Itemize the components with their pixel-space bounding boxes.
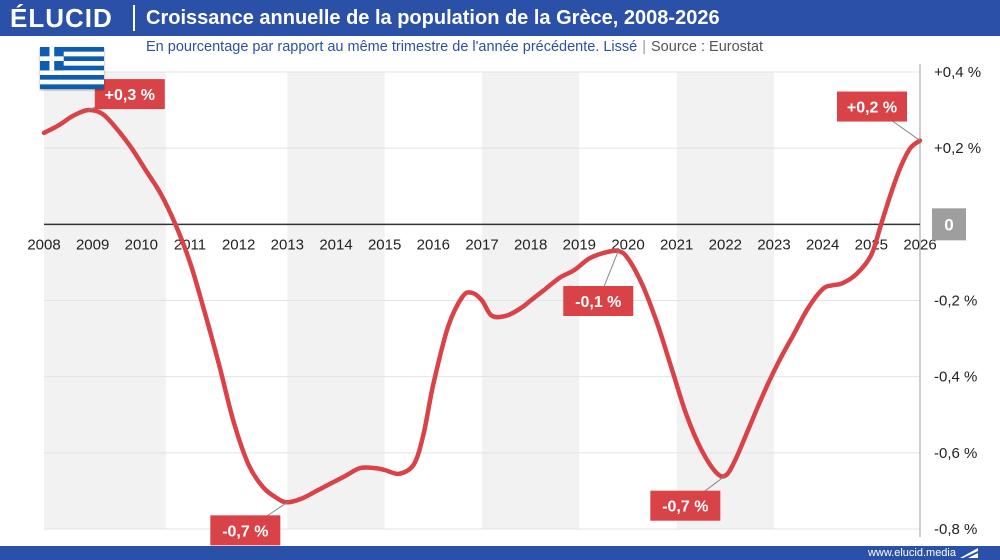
greece-flag-icon: [40, 47, 104, 89]
x-tick-label: 2021: [660, 236, 693, 253]
x-tick-label: 2018: [514, 236, 547, 253]
chart-title: Croissance annuelle de la population de …: [146, 7, 720, 29]
annotation-box: [210, 515, 281, 546]
x-tick-label: 2015: [368, 236, 401, 253]
y-tick-label: -0,2 %: [934, 293, 977, 310]
series-line: [41, 107, 923, 505]
y-tick-label: -0,8 %: [934, 521, 977, 538]
annotation-label: -0,1 %: [575, 294, 621, 311]
x-tick-label: 2026: [903, 236, 936, 253]
annotation-box: [837, 91, 907, 122]
annotation-label: -0,7 %: [222, 523, 268, 540]
y-tick-label: -0,4 %: [934, 369, 977, 386]
footer-url[interactable]: www.elucid.media: [867, 547, 956, 559]
source-text: Source : Eurostat: [651, 39, 764, 55]
elucid-logo: ÉLUCID: [10, 3, 113, 33]
elucid-arrow-icon: [960, 548, 978, 558]
annotation-label: -0,7 %: [662, 499, 708, 516]
y-tick-label: 0: [944, 215, 953, 234]
header-divider: [133, 5, 135, 31]
x-tick-label: 2013: [271, 236, 304, 253]
x-tick-label: 2025: [855, 236, 888, 253]
x-tick-label: 2016: [417, 236, 450, 253]
y-tick-label: -0,6 %: [934, 445, 977, 462]
x-tick-label: 2008: [27, 236, 60, 253]
x-tick-label: 2017: [465, 236, 498, 253]
x-tick-label: 2023: [757, 236, 790, 253]
x-tick-label: 2011: [174, 236, 206, 253]
y-tick-label: +0,4 %: [934, 64, 981, 81]
x-tick-label: 2012: [222, 236, 255, 253]
y-tick-label: +0,2 %: [934, 140, 981, 157]
x-tick-label: 2019: [563, 236, 596, 253]
x-tick-label: 2010: [125, 236, 158, 253]
annotation-box: [563, 285, 634, 316]
zero-badge: [932, 208, 966, 241]
x-tick-label: 2024: [806, 236, 839, 253]
footer-bar: www.elucid.media: [0, 546, 1000, 560]
x-tick-label: 2022: [709, 236, 742, 253]
header-bar: ÉLUCID Croissance annuelle de la populat…: [0, 0, 1000, 36]
annotation-label: +0,2 %: [847, 100, 897, 117]
annotation-label: +0,3 %: [105, 87, 155, 104]
subtitle-text: En pourcentage par rapport au même trime…: [146, 39, 638, 55]
subtitle-separator: |: [642, 39, 647, 55]
chart-subtitle: En pourcentage par rapport au même trime…: [146, 39, 763, 55]
x-tick-label: 2014: [319, 236, 352, 253]
x-tick-label: 2009: [76, 236, 109, 253]
annotation-box: [94, 79, 165, 110]
annotation-box: [650, 490, 721, 521]
